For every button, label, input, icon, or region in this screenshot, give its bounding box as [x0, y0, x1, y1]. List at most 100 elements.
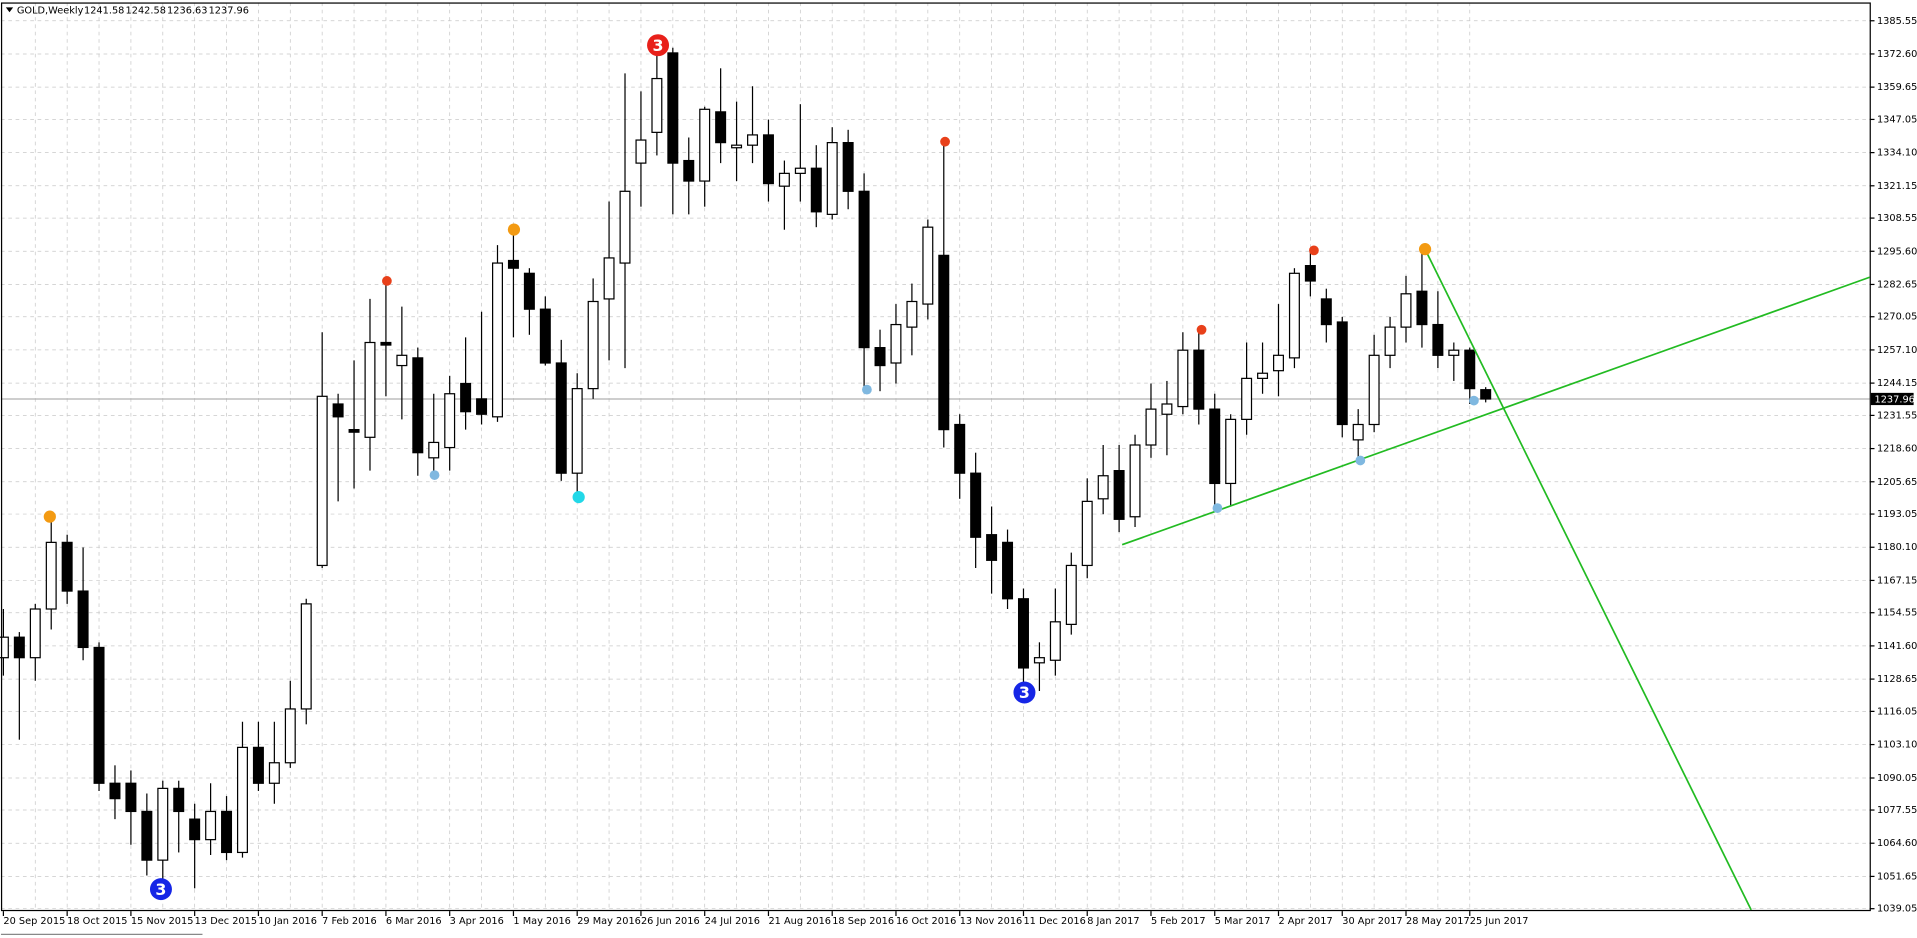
- marker: [507, 223, 521, 236]
- candle-body: [683, 159, 695, 182]
- candle-body: [1416, 290, 1428, 326]
- candle-body: [1432, 323, 1444, 356]
- candle-body: [794, 167, 806, 174]
- candle-body: [77, 590, 89, 649]
- candle-body: [635, 139, 647, 164]
- candle-body: [348, 429, 360, 433]
- x-tick-label: 8 Jan 2017: [1087, 916, 1139, 927]
- candle-body: [205, 810, 217, 841]
- marker: [1469, 395, 1479, 406]
- x-tick-label: 6 Mar 2016: [386, 916, 442, 927]
- candle-body: [619, 190, 631, 264]
- candle-body: [428, 441, 440, 459]
- y-tick-label: 1154.55: [1877, 608, 1917, 619]
- candle-body: [173, 787, 185, 813]
- candle-body: [1257, 372, 1269, 379]
- candle-body: [29, 608, 41, 659]
- candle-body: [1129, 444, 1141, 518]
- x-tick-label: 29 May 2016: [577, 916, 641, 927]
- candle-body: [1049, 621, 1061, 661]
- candle-body: [396, 354, 408, 367]
- candle-body: [1352, 423, 1364, 441]
- candle-body: [1145, 408, 1157, 446]
- y-tick-label: 1257.10: [1877, 345, 1917, 356]
- candle-body: [507, 259, 519, 269]
- y-tick-label: 1231.55: [1877, 410, 1917, 421]
- candle-body: [1320, 298, 1332, 326]
- candle-body: [268, 762, 280, 784]
- candle-body: [1304, 265, 1316, 282]
- candle-body: [109, 782, 121, 800]
- y-tick-label: 1321.15: [1877, 181, 1917, 192]
- header-high: 1242.58: [126, 5, 166, 16]
- candle-body: [1113, 470, 1125, 520]
- candle-body: [1288, 272, 1300, 359]
- candle-body: [1464, 349, 1476, 390]
- candle-body: [141, 810, 153, 861]
- candle-body: [571, 388, 583, 474]
- marker-label: 3: [653, 36, 664, 55]
- marker: [1355, 455, 1366, 466]
- x-tick-label: 3 Apr 2016: [450, 916, 504, 927]
- candle-body: [1225, 418, 1237, 485]
- x-tick-label: 2 Apr 2017: [1278, 916, 1332, 927]
- candle-body: [1384, 326, 1396, 356]
- candle-body: [603, 257, 615, 300]
- x-tick-label: 20 Sep 2015: [3, 916, 65, 927]
- y-tick-label: 1141.60: [1877, 641, 1917, 652]
- marker: [149, 878, 172, 901]
- menu-triangle[interactable]: [5, 7, 14, 13]
- marker-label: 3: [155, 880, 166, 899]
- x-tick-label: 13 Dec 2015: [195, 916, 257, 927]
- candle-body: [1272, 354, 1284, 372]
- candle-body: [61, 541, 73, 592]
- candle-body: [1368, 354, 1380, 426]
- header-open: 1241.58: [84, 5, 124, 16]
- candle-body: [699, 108, 711, 182]
- x-tick-label: 5 Feb 2017: [1151, 916, 1206, 927]
- candle-body: [1209, 408, 1221, 485]
- candle-body: [826, 142, 838, 215]
- candle-body: [1017, 598, 1029, 669]
- candle-body: [858, 190, 870, 349]
- candle-body: [922, 226, 934, 305]
- y-tick-label: 1051.65: [1877, 871, 1917, 882]
- candle-body: [1065, 564, 1077, 625]
- candle-body: [667, 52, 679, 164]
- candle-body: [1033, 657, 1045, 664]
- candle-body: [539, 308, 551, 364]
- x-tick-label: 24 Jul 2016: [705, 916, 760, 927]
- symbol-title: GOLD,Weekly: [17, 5, 84, 16]
- candle-body: [954, 423, 966, 474]
- candle-body: [189, 818, 201, 841]
- marker: [647, 34, 670, 57]
- x-tick-label: 25 Jun 2017: [1470, 916, 1529, 927]
- candle-body: [492, 262, 503, 418]
- y-tick-label: 1090.05: [1877, 773, 1917, 784]
- candle-body: [874, 347, 886, 367]
- candle-body: [460, 382, 472, 413]
- header-low: 1236.63: [167, 5, 207, 16]
- y-tick-label: 1116.05: [1877, 706, 1917, 717]
- y-tick-label: 1295.60: [1877, 246, 1917, 257]
- marker: [1196, 324, 1207, 335]
- x-tick-label: 18 Oct 2015: [67, 916, 127, 927]
- x-tick-label: 13 Nov 2016: [960, 916, 1023, 927]
- marker: [572, 490, 585, 504]
- candle-body: [587, 300, 599, 390]
- candle-body: [300, 603, 312, 710]
- candle-body: [236, 746, 248, 854]
- candle-body: [1081, 500, 1093, 567]
- x-tick-label: 11 Dec 2016: [1023, 916, 1085, 927]
- candle-body: [810, 167, 822, 213]
- marker: [43, 510, 56, 523]
- candle-body: [0, 636, 9, 659]
- candle-body: [906, 300, 918, 328]
- x-tick-label: 15 Nov 2015: [131, 916, 194, 927]
- marker-label: 3: [1019, 683, 1030, 702]
- y-tick-label: 1347.05: [1877, 114, 1917, 125]
- candle-body: [986, 534, 998, 561]
- y-tick-label: 1359.65: [1877, 82, 1917, 93]
- y-tick-label: 1282.65: [1877, 279, 1917, 290]
